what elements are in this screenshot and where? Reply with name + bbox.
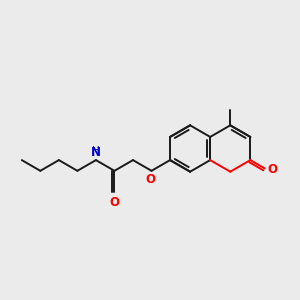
Text: O: O [146, 173, 156, 186]
Text: O: O [110, 196, 119, 209]
Text: N: N [91, 146, 101, 159]
Text: O: O [267, 163, 277, 176]
Text: H: H [92, 146, 100, 156]
